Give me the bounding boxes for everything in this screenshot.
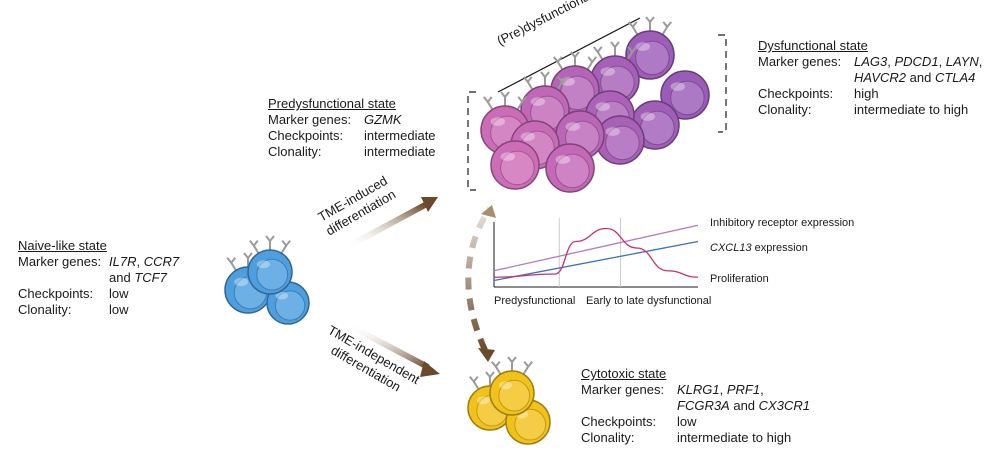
dys-state-title: Dysfunctional state — [758, 38, 868, 53]
legend-cxcl13: CXCL13 expression — [710, 240, 808, 256]
dashed-transition-arrow — [465, 205, 496, 362]
gene-cx3cr1: CX3CR1 — [758, 398, 810, 413]
and-word: and — [109, 270, 135, 285]
predys-checkpoints-value: intermediate — [364, 128, 436, 143]
gene-fcgr3a: FCGR3A — [677, 398, 730, 413]
naive-cell — [247, 235, 293, 295]
cyto-checkpoints-value: low — [677, 414, 697, 429]
x-label-predysfunctional: Predysfunctional — [494, 295, 576, 307]
naive-checkpoints-key: Checkpoints: — [18, 286, 94, 301]
predys-state-panel: Predysfunctional state Marker genes: GZMK… — [268, 96, 436, 160]
naive-cell-cluster — [224, 235, 310, 325]
dys-checkpoints-value: high — [854, 86, 879, 101]
gene-layn: LAYN — [945, 54, 979, 69]
axis-line — [497, 17, 641, 93]
dys-clonality-value: intermediate to high — [854, 102, 969, 117]
dysfunctional-cell-cluster — [480, 16, 710, 193]
gene-klrg1: KLRG1 — [677, 382, 720, 397]
gene-ccr7: CCR7 — [143, 254, 180, 269]
dysfunctional-cell — [595, 115, 645, 165]
predys-clonality-value: intermediate — [364, 144, 436, 159]
dys-checkpoints-key: Checkpoints: — [758, 86, 834, 101]
gene-cxcl13: CXCL13 — [710, 242, 752, 254]
gene-tcf7: TCF7 — [134, 270, 167, 285]
series-line-1 — [493, 240, 699, 282]
cyto-checkpoints-key: Checkpoints: — [581, 414, 657, 429]
predys-clonality-key: Clonality: — [268, 144, 322, 159]
right-bracket — [718, 34, 727, 133]
legend-cxcl13-suffix: expression — [751, 242, 808, 254]
series-line-0 — [493, 224, 699, 272]
tme-induced-arrow — [343, 197, 438, 251]
naive-marker-key: Marker genes: — [18, 254, 102, 269]
dys-marker-key: Marker genes: — [758, 54, 842, 69]
cyto-clonality-value: intermediate to high — [677, 430, 792, 445]
x-label-dysfunctional: Early to late dysfunctional — [586, 295, 712, 307]
naive-clonality-key: Clonality: — [18, 302, 72, 317]
dysfunctional-cell — [545, 143, 595, 193]
separator: , — [136, 254, 144, 269]
dys-clonality-key: Clonality: — [758, 102, 812, 117]
predys-checkpoints-key: Checkpoints: — [268, 128, 344, 143]
gene-gzmk: GZMK — [364, 112, 402, 127]
cyto-state-title: Cytotoxic state — [581, 366, 667, 381]
cytotoxic-cell-cluster — [467, 356, 551, 445]
predys-state-title: Predysfunctional state — [268, 96, 396, 111]
gene-pdcd1: PDCD1 — [894, 54, 939, 69]
cytotoxic-cell — [489, 356, 535, 416]
expression-chart — [493, 218, 699, 288]
gene-prf1: PRF1 — [726, 382, 761, 397]
cyto-marker-key: Marker genes: — [581, 382, 665, 397]
gene-il7r: IL7R — [109, 254, 137, 269]
legend-inhibitory: Inhibitory receptor expression — [710, 217, 855, 229]
dysfunctional-cell — [660, 70, 710, 120]
gene-ctla4: CTLA4 — [934, 70, 976, 85]
cyto-clonality-key: Clonality: — [581, 430, 635, 445]
predys-marker-key: Marker genes: — [268, 112, 352, 127]
and-word: and — [729, 398, 759, 413]
naive-clonality-value: low — [109, 302, 129, 317]
left-bracket — [467, 91, 476, 191]
cyto-state-panel: Cytotoxic state Marker genes: KLRG1, PRF1… — [581, 366, 810, 445]
and-word: and — [906, 70, 935, 85]
gene-lag3: LAG3 — [854, 54, 888, 69]
dysfunctional-cell — [490, 140, 540, 190]
tme-independent-arrow — [346, 322, 440, 377]
dysfunctional-cell — [625, 16, 675, 80]
naive-state-title: Naive-like state — [18, 238, 107, 253]
legend-proliferation: Proliferation — [710, 273, 769, 285]
dys-state-panel: Dysfunctional state Marker genes: LAG3, P… — [758, 38, 983, 117]
naive-state-panel: Naive-like state Marker genes: IL7R, CCR7… — [18, 238, 179, 318]
series-line-2 — [493, 227, 699, 278]
gene-havcr2: HAVCR2 — [854, 70, 907, 85]
naive-checkpoints-value: low — [109, 286, 129, 301]
